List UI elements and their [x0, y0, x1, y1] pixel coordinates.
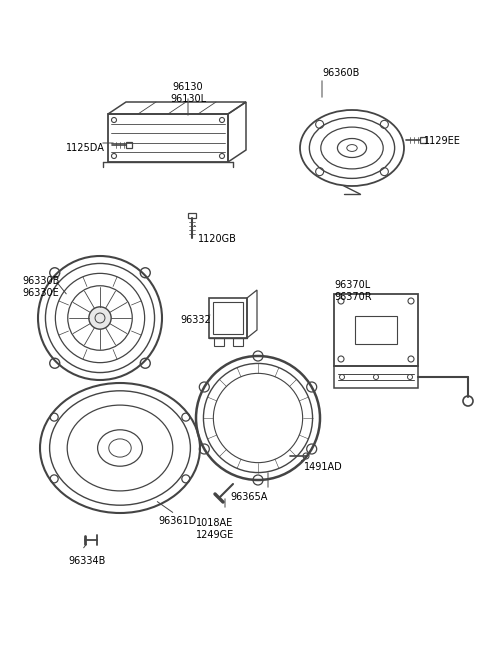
Text: 1120GB: 1120GB	[198, 234, 237, 244]
Text: 1491AD: 1491AD	[304, 462, 343, 472]
Text: 96330B
96330E: 96330B 96330E	[22, 276, 60, 299]
Text: 96365A: 96365A	[230, 492, 267, 502]
Text: 96332: 96332	[180, 315, 211, 325]
Text: 1129EE: 1129EE	[424, 136, 461, 146]
Text: 96334B: 96334B	[68, 556, 106, 566]
Text: 96361D: 96361D	[158, 516, 196, 526]
Circle shape	[89, 307, 111, 329]
Text: 96130
96130L: 96130 96130L	[170, 82, 206, 104]
Text: 1018AE
1249GE: 1018AE 1249GE	[196, 518, 234, 540]
Text: 96370L
96370R: 96370L 96370R	[334, 280, 372, 303]
Text: 1125DA: 1125DA	[66, 143, 105, 153]
Text: 96360B: 96360B	[322, 68, 360, 78]
